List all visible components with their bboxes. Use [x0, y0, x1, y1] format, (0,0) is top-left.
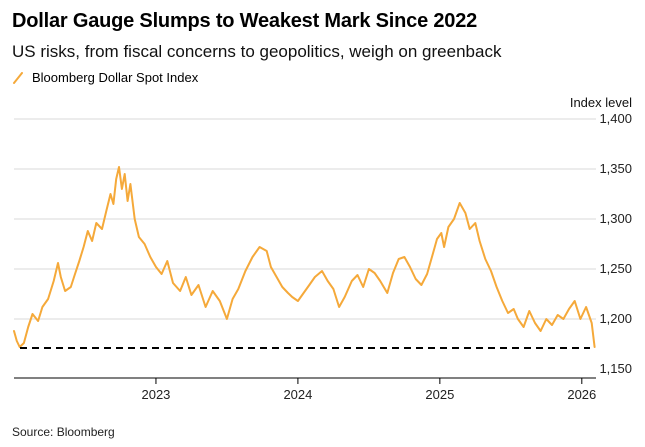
legend-label: Bloomberg Dollar Spot Index	[32, 70, 199, 85]
y-axis-label: Index level	[570, 95, 632, 110]
y-tick-label: 1,350	[599, 161, 632, 176]
x-tick-label: 2025	[425, 387, 454, 402]
series-line	[13, 166, 596, 348]
source-note: Source: Bloomberg	[12, 425, 115, 439]
y-tick-label: 1,300	[599, 211, 632, 226]
y-tick-label: 1,400	[599, 111, 632, 126]
y-tick-label: 1,200	[599, 311, 632, 326]
x-tick-label: 2026	[567, 387, 596, 402]
y-tick-label: 1,250	[599, 261, 632, 276]
x-tick-label: 2023	[141, 387, 170, 402]
chart-title: Dollar Gauge Slumps to Weakest Mark Sinc…	[12, 10, 478, 32]
legend: Bloomberg Dollar Spot Index	[12, 70, 198, 85]
legend-line-icon	[13, 71, 23, 84]
y-tick-label: 1,150	[599, 361, 632, 376]
x-tick-label: 2024	[283, 387, 312, 402]
chart-subtitle: US risks, from fiscal concerns to geopol…	[12, 42, 502, 61]
